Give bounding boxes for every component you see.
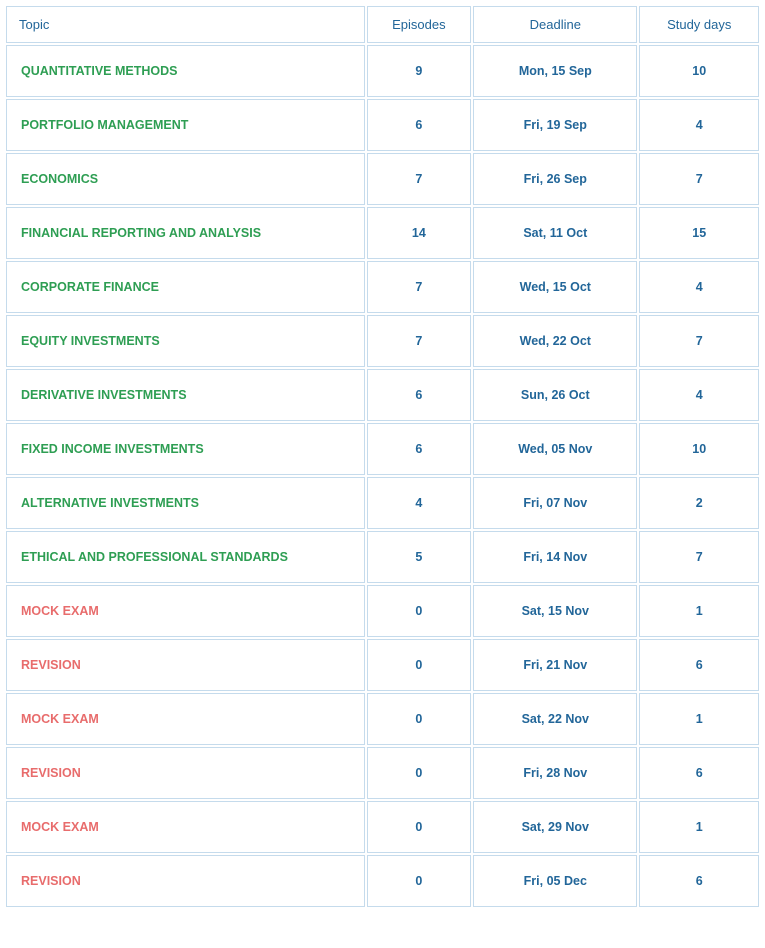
cell-deadline: Fri, 26 Sep <box>473 153 637 205</box>
cell-topic[interactable]: PORTFOLIO MANAGEMENT <box>6 99 365 151</box>
cell-study-days: 7 <box>639 531 759 583</box>
header-episodes: Episodes <box>367 6 472 43</box>
table-body: QUANTITATIVE METHODS9Mon, 15 Sep10PORTFO… <box>6 45 759 907</box>
cell-topic[interactable]: REVISION <box>6 855 365 907</box>
table-row: ECONOMICS7Fri, 26 Sep7 <box>6 153 759 205</box>
cell-deadline: Fri, 07 Nov <box>473 477 637 529</box>
cell-study-days: 7 <box>639 153 759 205</box>
cell-episodes: 0 <box>367 639 472 691</box>
table-row: REVISION0Fri, 28 Nov6 <box>6 747 759 799</box>
table-row: REVISION0Fri, 05 Dec6 <box>6 855 759 907</box>
cell-topic[interactable]: EQUITY INVESTMENTS <box>6 315 365 367</box>
cell-topic[interactable]: REVISION <box>6 747 365 799</box>
cell-deadline: Fri, 05 Dec <box>473 855 637 907</box>
cell-deadline: Sat, 22 Nov <box>473 693 637 745</box>
cell-topic[interactable]: MOCK EXAM <box>6 585 365 637</box>
cell-episodes: 6 <box>367 99 472 151</box>
cell-study-days: 6 <box>639 747 759 799</box>
cell-episodes: 4 <box>367 477 472 529</box>
cell-study-days: 4 <box>639 369 759 421</box>
table-header-row: Topic Episodes Deadline Study days <box>6 6 759 43</box>
header-study-days: Study days <box>639 6 759 43</box>
cell-episodes: 14 <box>367 207 472 259</box>
cell-topic[interactable]: DERIVATIVE INVESTMENTS <box>6 369 365 421</box>
table-row: DERIVATIVE INVESTMENTS6Sun, 26 Oct4 <box>6 369 759 421</box>
header-deadline: Deadline <box>473 6 637 43</box>
cell-deadline: Fri, 28 Nov <box>473 747 637 799</box>
cell-deadline: Wed, 22 Oct <box>473 315 637 367</box>
study-schedule-table: Topic Episodes Deadline Study days QUANT… <box>4 4 761 909</box>
cell-episodes: 0 <box>367 585 472 637</box>
cell-topic[interactable]: QUANTITATIVE METHODS <box>6 45 365 97</box>
table-row: CORPORATE FINANCE7Wed, 15 Oct4 <box>6 261 759 313</box>
cell-study-days: 4 <box>639 261 759 313</box>
cell-deadline: Fri, 14 Nov <box>473 531 637 583</box>
cell-topic[interactable]: MOCK EXAM <box>6 693 365 745</box>
cell-episodes: 0 <box>367 801 472 853</box>
cell-episodes: 6 <box>367 369 472 421</box>
table-row: QUANTITATIVE METHODS9Mon, 15 Sep10 <box>6 45 759 97</box>
cell-study-days: 6 <box>639 855 759 907</box>
cell-study-days: 1 <box>639 801 759 853</box>
cell-episodes: 7 <box>367 315 472 367</box>
cell-episodes: 7 <box>367 153 472 205</box>
cell-topic[interactable]: ECONOMICS <box>6 153 365 205</box>
cell-study-days: 1 <box>639 585 759 637</box>
cell-episodes: 0 <box>367 693 472 745</box>
cell-topic[interactable]: CORPORATE FINANCE <box>6 261 365 313</box>
table-row: ETHICAL AND PROFESSIONAL STANDARDS5Fri, … <box>6 531 759 583</box>
cell-deadline: Wed, 05 Nov <box>473 423 637 475</box>
table-row: EQUITY INVESTMENTS7Wed, 22 Oct7 <box>6 315 759 367</box>
cell-topic[interactable]: ETHICAL AND PROFESSIONAL STANDARDS <box>6 531 365 583</box>
cell-deadline: Mon, 15 Sep <box>473 45 637 97</box>
cell-deadline: Fri, 19 Sep <box>473 99 637 151</box>
cell-episodes: 0 <box>367 747 472 799</box>
cell-episodes: 5 <box>367 531 472 583</box>
table-row: FIXED INCOME INVESTMENTS6Wed, 05 Nov10 <box>6 423 759 475</box>
cell-study-days: 2 <box>639 477 759 529</box>
cell-topic[interactable]: FINANCIAL REPORTING AND ANALYSIS <box>6 207 365 259</box>
table-row: MOCK EXAM0Sat, 15 Nov1 <box>6 585 759 637</box>
cell-episodes: 0 <box>367 855 472 907</box>
cell-study-days: 6 <box>639 639 759 691</box>
cell-study-days: 7 <box>639 315 759 367</box>
table-row: ALTERNATIVE INVESTMENTS4Fri, 07 Nov2 <box>6 477 759 529</box>
cell-topic[interactable]: FIXED INCOME INVESTMENTS <box>6 423 365 475</box>
table-row: FINANCIAL REPORTING AND ANALYSIS14Sat, 1… <box>6 207 759 259</box>
cell-study-days: 10 <box>639 423 759 475</box>
cell-episodes: 7 <box>367 261 472 313</box>
cell-study-days: 4 <box>639 99 759 151</box>
cell-deadline: Sat, 15 Nov <box>473 585 637 637</box>
cell-episodes: 6 <box>367 423 472 475</box>
table-row: PORTFOLIO MANAGEMENT6Fri, 19 Sep4 <box>6 99 759 151</box>
cell-study-days: 10 <box>639 45 759 97</box>
table-row: MOCK EXAM0Sat, 29 Nov1 <box>6 801 759 853</box>
cell-deadline: Sat, 11 Oct <box>473 207 637 259</box>
cell-episodes: 9 <box>367 45 472 97</box>
header-topic: Topic <box>6 6 365 43</box>
cell-deadline: Sat, 29 Nov <box>473 801 637 853</box>
cell-study-days: 15 <box>639 207 759 259</box>
cell-topic[interactable]: ALTERNATIVE INVESTMENTS <box>6 477 365 529</box>
cell-topic[interactable]: REVISION <box>6 639 365 691</box>
table-row: REVISION0Fri, 21 Nov6 <box>6 639 759 691</box>
cell-topic[interactable]: MOCK EXAM <box>6 801 365 853</box>
table-row: MOCK EXAM0Sat, 22 Nov1 <box>6 693 759 745</box>
cell-study-days: 1 <box>639 693 759 745</box>
cell-deadline: Sun, 26 Oct <box>473 369 637 421</box>
cell-deadline: Wed, 15 Oct <box>473 261 637 313</box>
cell-deadline: Fri, 21 Nov <box>473 639 637 691</box>
